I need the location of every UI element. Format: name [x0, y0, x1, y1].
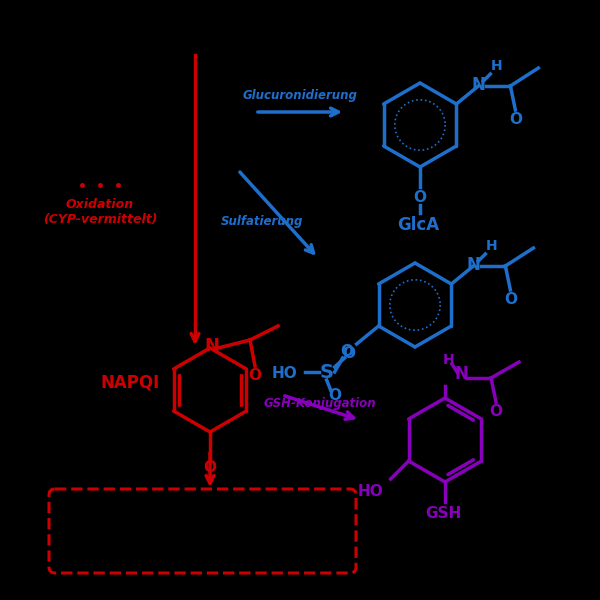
Text: O: O — [413, 190, 427, 205]
Text: N: N — [472, 76, 485, 94]
Text: O: O — [490, 404, 503, 419]
Text: HO: HO — [358, 484, 383, 499]
Text: O: O — [248, 368, 262, 383]
Text: NAPQI: NAPQI — [100, 373, 160, 391]
Text: H: H — [491, 59, 502, 73]
Text: H: H — [485, 239, 497, 253]
Text: HO: HO — [272, 367, 298, 382]
Text: Glucuronidierung: Glucuronidierung — [242, 89, 358, 103]
Text: Oxidation: Oxidation — [66, 199, 134, 211]
Text: O: O — [203, 461, 217, 475]
Text: O: O — [509, 113, 522, 127]
Text: O: O — [340, 344, 353, 359]
Text: N: N — [454, 365, 468, 383]
Text: O: O — [328, 389, 341, 403]
Text: (CYP-vermittelt): (CYP-vermittelt) — [43, 214, 157, 226]
Text: H: H — [443, 353, 455, 367]
Text: GSH-Konjugation: GSH-Konjugation — [263, 397, 376, 409]
Text: GlcA: GlcA — [397, 216, 439, 234]
FancyBboxPatch shape — [49, 489, 356, 573]
Text: Sulfatierung: Sulfatierung — [221, 215, 303, 229]
Text: O: O — [504, 292, 517, 307]
Text: O: O — [342, 346, 355, 361]
Text: N: N — [466, 256, 481, 274]
Text: GSH: GSH — [425, 506, 461, 521]
Text: N: N — [205, 337, 220, 355]
Text: S: S — [320, 362, 334, 382]
